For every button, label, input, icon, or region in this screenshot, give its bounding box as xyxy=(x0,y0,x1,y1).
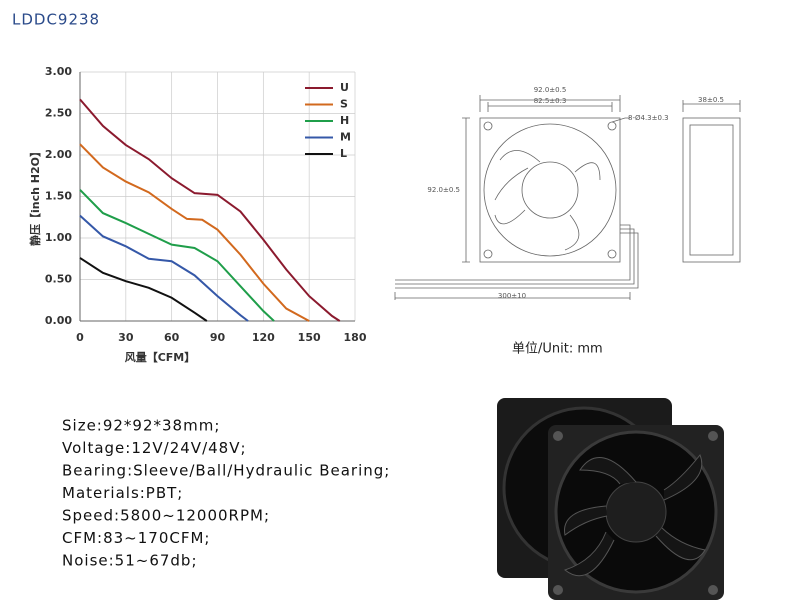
spec-line: Speed:5800~12000RPM; xyxy=(62,507,270,525)
series-line xyxy=(79,214,249,322)
unit-label: 单位/Unit: mm xyxy=(512,342,603,357)
dimension-label: 38±0.5 xyxy=(698,96,724,104)
legend-label: U xyxy=(340,81,349,94)
spec-line: Materials:PBT; xyxy=(62,484,183,502)
series-line xyxy=(79,98,341,322)
y-tick-label: 0.50 xyxy=(45,273,72,286)
x-tick-label: 30 xyxy=(118,331,134,344)
spec-line: Noise:51~67db; xyxy=(62,552,198,570)
spec-line: CFM:83~170CFM; xyxy=(62,529,210,547)
series-line xyxy=(79,257,208,322)
y-tick-label: 1.50 xyxy=(45,190,72,203)
chart: 0.00 0.50 1.00 1.50 2.00 2.50 3.00 0 30 60 90 120 15… xyxy=(28,65,367,364)
legend-label: M xyxy=(340,131,351,144)
series-line xyxy=(79,143,310,322)
x-tick-label: 60 xyxy=(164,331,180,344)
dimension-drawing xyxy=(394,95,741,300)
x-tick-label: 180 xyxy=(344,331,367,344)
fan-photo xyxy=(497,398,724,600)
title: LDDC9238 xyxy=(12,11,100,29)
x-axis-label: 风量【CFM】 xyxy=(125,350,196,364)
series-line xyxy=(79,189,275,322)
spec-line: Size:92*92*38mm; xyxy=(62,417,220,435)
x-tick-label: 150 xyxy=(298,331,321,344)
legend-label: H xyxy=(340,114,349,127)
dimension-label: 8-Ø4.3±0.3 xyxy=(628,114,669,122)
x-tick-label: 90 xyxy=(210,331,226,344)
y-tick-label: 0.00 xyxy=(45,314,72,327)
spec-line: Voltage:12V/24V/48V; xyxy=(62,439,247,457)
y-tick-label: 2.00 xyxy=(45,148,72,161)
y-tick-label: 2.50 xyxy=(45,107,72,120)
dimension-label: 92.0±0.5 xyxy=(427,186,460,194)
legend-label: L xyxy=(340,147,347,160)
specs: Size:92*92*38mm; Voltage:12V/24V/48V; Bear… xyxy=(62,417,390,570)
dimension-label: 82.5±0.3 xyxy=(534,97,567,105)
spec-line: Bearing:Sleeve/Ball/Hydraulic Bearing; xyxy=(62,462,390,480)
dimension-label: 92.0±0.5 xyxy=(534,86,567,94)
legend-label: S xyxy=(340,98,348,111)
dimension-label: 300±10 xyxy=(498,292,526,300)
y-axis-label: 静压【inch H2O】 xyxy=(28,146,42,246)
x-tick-label: 120 xyxy=(252,331,275,344)
x-tick-label: 0 xyxy=(76,331,84,344)
y-tick-label: 1.00 xyxy=(45,231,72,244)
y-tick-label: 3.00 xyxy=(45,65,72,78)
